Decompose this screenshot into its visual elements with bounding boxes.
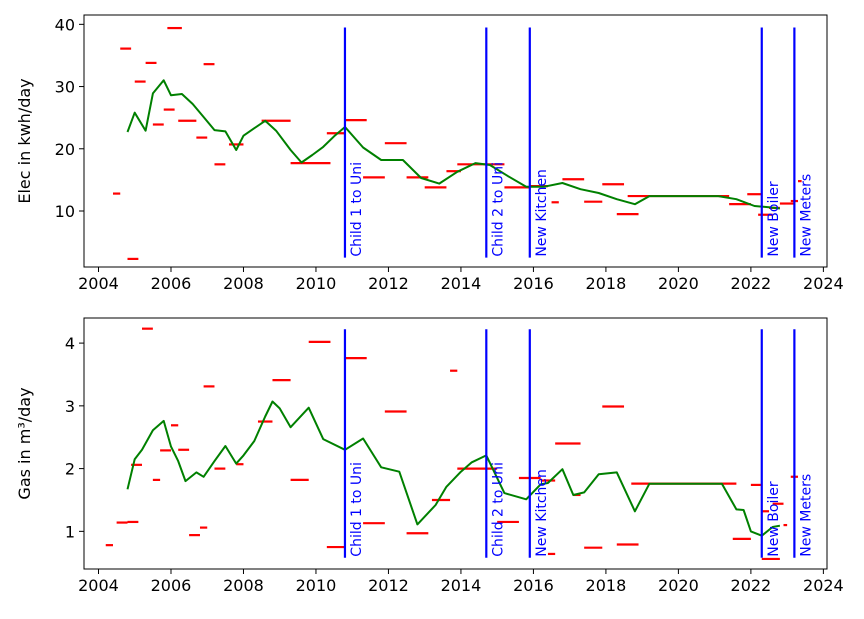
elec-y-axis-label: Elec in kwh/day: [15, 78, 34, 203]
elec-y-tick-label: 40: [55, 15, 75, 34]
gas-y-tick-label: 4: [65, 334, 75, 353]
gas-x-tick-label: 2022: [731, 576, 772, 595]
gas-event-label: Child 1 to Uni: [349, 462, 365, 557]
elec-event-label: New Kitchen: [534, 169, 550, 257]
gas-y-tick-label: 2: [65, 460, 75, 479]
elec-x-tick-label: 2020: [658, 274, 699, 293]
elec-x-tick-label: 2016: [513, 274, 554, 293]
gas-y-tick-label: 3: [65, 397, 75, 416]
gas-x-tick-label: 2018: [586, 576, 627, 595]
gas-y-axis-label: Gas in m³/day: [15, 387, 34, 499]
gas-x-tick-label: 2010: [296, 576, 337, 595]
elec-x-tick-label: 2018: [586, 274, 627, 293]
gas-event-label: New Boiler: [766, 481, 782, 557]
gas-trend-line: [126, 400, 781, 537]
elec-x-tick-label: 2012: [368, 274, 409, 293]
elec-event-label: New Meters: [798, 174, 814, 257]
gas-x-tick-label: 2014: [441, 576, 482, 595]
elec-event-label: Child 2 to Uni: [490, 162, 506, 257]
elec-x-tick-label: 2010: [296, 274, 337, 293]
gas-x-tick-label: 2024: [803, 576, 844, 595]
elec-y-tick-label: 10: [55, 202, 75, 221]
gas-panel: 2004 2006 2008 2010 2012 2014 2016 2018 2020 2022…: [15, 317, 844, 595]
elec-trend-line: [126, 79, 781, 210]
gas-axes-frame: [83, 317, 828, 570]
elec-event-label: New Boiler: [766, 181, 782, 257]
gas-x-tick-label: 2004: [78, 576, 119, 595]
gas-event-label: New Meters: [798, 474, 814, 557]
elec-y-tick-label: 30: [55, 78, 75, 97]
elec-x-tick-label: 2008: [223, 274, 264, 293]
gas-x-tick-label: 2016: [513, 576, 554, 595]
elec-x-tick-label: 2022: [731, 274, 772, 293]
elec-y-tick-label: 20: [55, 140, 75, 159]
elec-x-tick-label: 2014: [441, 274, 482, 293]
gas-event-label: New Kitchen: [534, 469, 550, 557]
gas-y-tick-label: 1: [65, 522, 75, 541]
gas-event-label: Child 2 to Uni: [490, 462, 506, 557]
gas-x-tick-label: 2020: [658, 576, 699, 595]
electricity-panel: 2004 2006 2008 2010 2012 2014 2016 2018 2020 2022…: [15, 14, 844, 293]
gas-x-tick-label: 2006: [151, 576, 192, 595]
gas-x-tick-label: 2008: [223, 576, 264, 595]
elec-x-tick-label: 2004: [78, 274, 119, 293]
elec-x-tick-label: 2006: [151, 274, 192, 293]
elec-x-tick-label: 2024: [803, 274, 844, 293]
elec-event-label: Child 1 to Uni: [349, 162, 365, 257]
elec-axes-frame: [83, 14, 828, 268]
gas-x-tick-label: 2012: [368, 576, 409, 595]
